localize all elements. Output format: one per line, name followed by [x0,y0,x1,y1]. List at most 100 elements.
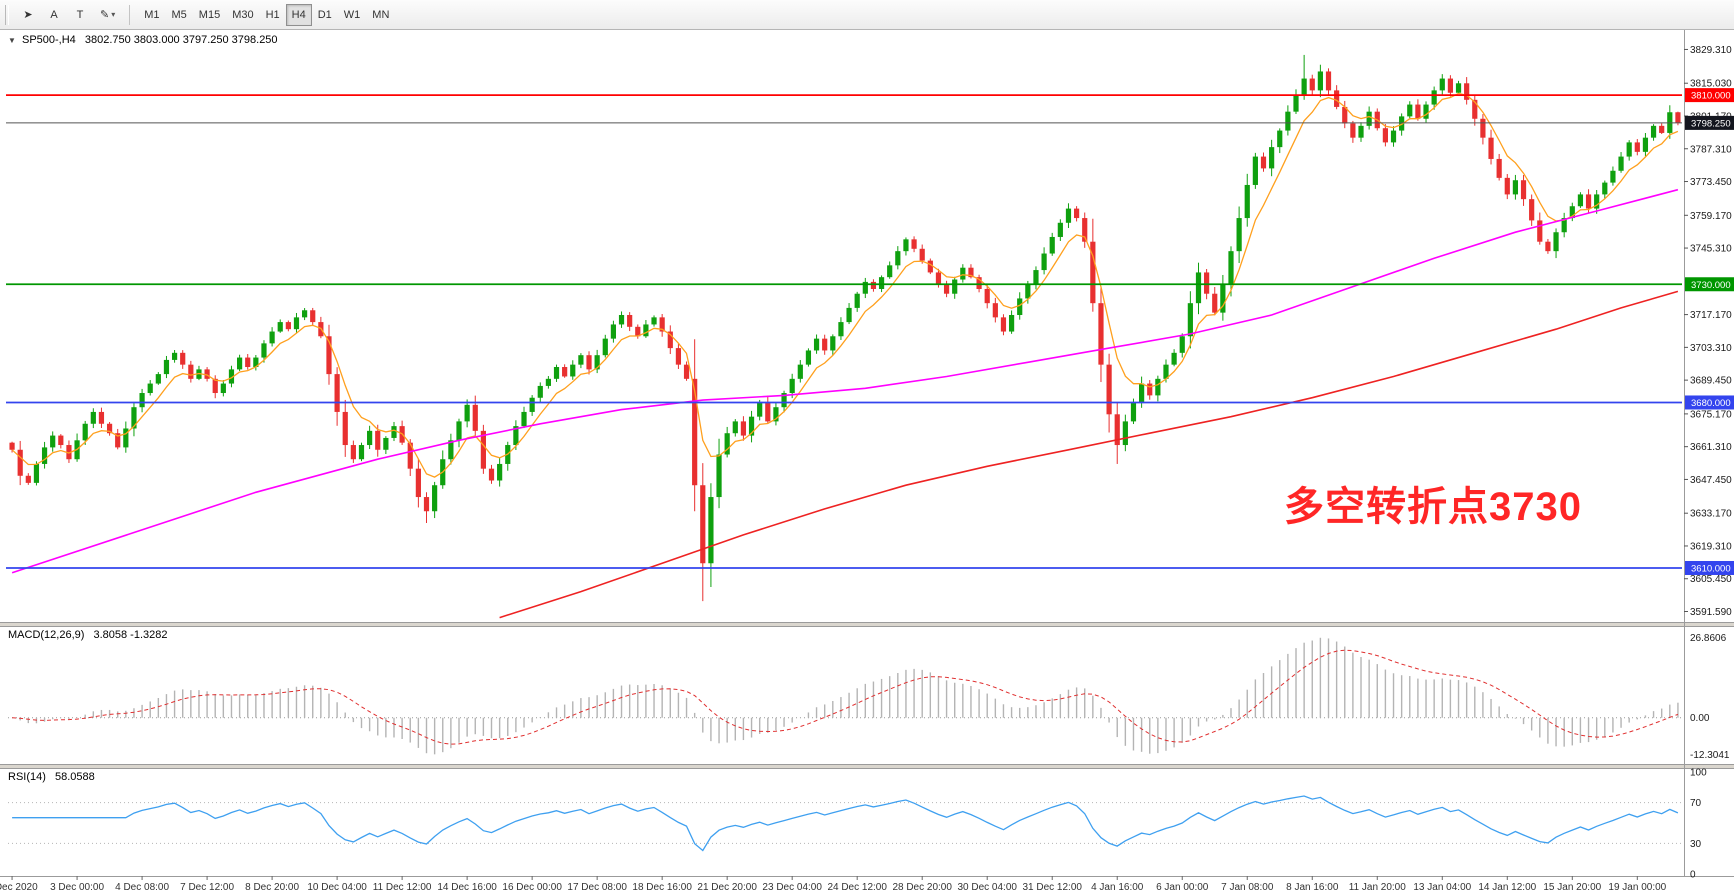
candle-body [261,343,267,358]
chart-window: 3829.3103815.0303801.1703787.3103773.450… [0,30,1734,894]
candle-body [212,378,218,394]
timeframe-button-m15[interactable]: M15 [193,4,226,26]
timeframe-button-w1[interactable]: W1 [338,4,367,26]
candle-body [1537,220,1543,242]
candle-body [732,421,738,434]
candle-body [1285,111,1291,131]
price-axis-label: 3773.450 [1690,177,1732,188]
candle-body [1017,298,1023,315]
price-badge [1685,395,1734,410]
candle-body [66,445,72,460]
price-axis-label: 3703.310 [1690,343,1732,354]
macd-axis-label: 26.8606 [1690,633,1727,644]
candle-body [432,485,438,512]
candle-body [813,338,820,351]
timeframe-button-h1[interactable]: H1 [260,4,286,26]
candle-body [1358,125,1364,138]
chart-svg[interactable]: 3829.3103815.0303801.1703787.3103773.450… [0,30,1734,894]
candle-body [163,359,170,375]
candle-body [1244,184,1250,219]
candle-body [1415,104,1421,119]
candle-body [1480,118,1486,138]
candle-body [497,463,503,481]
ma-fast-line [11,92,1679,478]
candle-body [1594,194,1600,209]
time-axis-label: 17 Dec 08:00 [567,882,627,893]
panel-separator[interactable] [0,622,1734,626]
candle-body [545,378,551,386]
draw-tool-button[interactable]: ✎ ▾ [94,4,121,26]
macd-signal-line [12,649,1679,745]
text-label-icon: A [50,8,58,21]
text-frame-tool-button[interactable]: T [68,4,92,26]
toolbar-drag-handle[interactable] [5,4,9,25]
candle-body [724,433,730,455]
time-axis-label: 3 Dec 00:00 [50,882,104,893]
candle-body [1659,125,1665,133]
cursor-tool-button[interactable]: ➤ [16,4,40,26]
annotation-text[interactable]: 多空转折点3730 [1284,485,1582,529]
timeframe-button-m30[interactable]: M30 [226,4,259,26]
candle-body [277,322,283,332]
timeframe-button-group: M1 M5 M15 M30 H1 H4 D1 W1 MN [138,3,395,26]
timeframe-button-m5[interactable]: M5 [166,4,193,26]
candle-body [1602,182,1608,195]
macd-axis-label: -12.3041 [1690,750,1730,761]
candle-body [1147,383,1153,396]
candle-body [1106,364,1112,415]
candle-body [667,331,673,349]
price-badge-label: 3610.000 [1691,563,1731,574]
candle-body [1545,241,1551,252]
price-badge [1685,88,1734,103]
candle-body [310,310,316,323]
price-badge [1685,277,1734,292]
candle-body [302,310,308,318]
candle-body [423,497,430,512]
candle-body [1642,137,1649,152]
candle-body [1065,208,1072,223]
candle-body [1228,251,1234,285]
price-axis-label: 3633.170 [1690,509,1732,520]
timeframe-button-mn[interactable]: MN [366,4,395,26]
candle-body [1098,303,1104,365]
candle-body [1033,270,1039,285]
timeframe-button-m1[interactable]: M1 [138,4,165,26]
candle-body [1008,314,1015,332]
timeframe-button-h4[interactable]: H4 [285,3,312,26]
time-axis-label: 28 Dec 20:00 [892,882,952,893]
candle-body [618,314,625,325]
candle-body [1512,180,1519,195]
candle-body [1057,222,1063,237]
candle-body [9,442,15,450]
candle-body [578,355,584,365]
candle-body [529,397,535,412]
candle-body [708,497,714,564]
candle-body [285,322,291,330]
candle-body [17,449,23,476]
candle-body [675,348,682,365]
candle-body [895,251,901,266]
candle-body [367,430,373,446]
candle-body [1269,147,1275,169]
candle-body [358,445,365,460]
text-label-tool-button[interactable]: A [42,4,66,26]
candle-body [1455,83,1462,93]
time-axis-label: 4 Jan 16:00 [1091,882,1144,893]
macd-panel-header: MACD(12,26,9) 3.8058 -1.3282 [8,629,168,641]
candle-body [1447,78,1454,93]
panel-separator[interactable] [0,764,1734,768]
candle-body [82,423,88,441]
candle-body [773,407,779,422]
candle-body [90,411,96,424]
collapse-arrow-icon[interactable]: ▼ [8,36,16,45]
candle-body [464,404,470,422]
candle-body [651,317,657,325]
pencil-icon: ✎ [100,9,110,21]
candle-body [838,322,844,337]
candle-body [350,445,356,460]
timeframe-button-d1[interactable]: D1 [312,4,338,26]
candle-body [1187,303,1193,337]
price-axis-label: 3689.450 [1690,376,1732,387]
ma-slow-line [499,290,1679,619]
time-axis-label: 18 Dec 16:00 [632,882,692,893]
